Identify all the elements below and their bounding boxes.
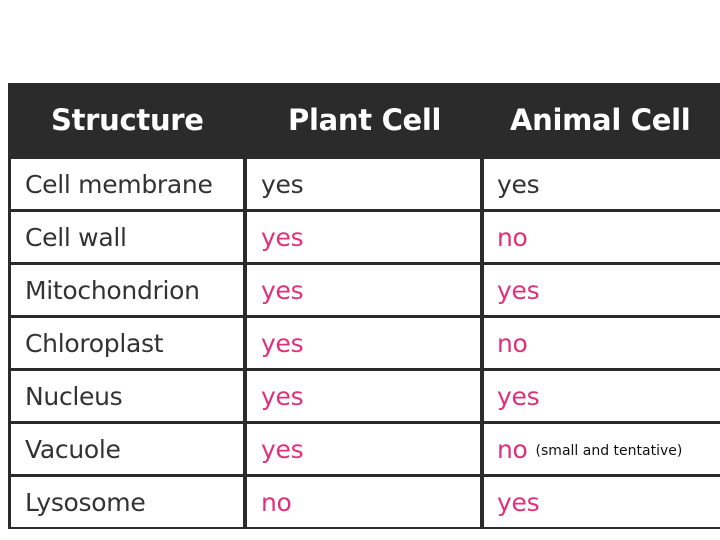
table-row: Cell wall yes no	[8, 212, 720, 262]
structure-cell: Nucleus	[11, 371, 243, 421]
header-plant-cell: Plant Cell	[288, 102, 442, 137]
structure-cell: Chloroplast	[11, 318, 243, 368]
plant-cell-value: yes	[247, 424, 480, 474]
animal-cell-value: no	[484, 212, 720, 262]
animal-cell-value: yes	[484, 265, 720, 315]
table-row: Lysosome no yes	[8, 477, 720, 527]
header-structure: Structure	[51, 102, 204, 137]
plant-cell-value: no	[247, 477, 480, 527]
header-row: Structure Plant Cell Animal Cell	[8, 83, 720, 156]
table-row: Nucleus yes yes	[8, 371, 720, 421]
animal-cell-value: no	[484, 318, 720, 368]
table-row: Vacuole yes no (small and tentative)	[8, 424, 720, 474]
animal-cell-value-text: no	[497, 434, 528, 464]
plant-cell-value: yes	[247, 318, 480, 368]
table-row: Mitochondrion yes yes	[8, 265, 720, 315]
table-row: Cell membrane yes yes	[8, 159, 720, 209]
structure-cell: Lysosome	[11, 477, 243, 527]
animal-cell-value: no (small and tentative)	[484, 424, 720, 474]
structure-cell: Mitochondrion	[11, 265, 243, 315]
animal-cell-value: yes	[484, 477, 720, 527]
structure-cell: Cell membrane	[11, 159, 243, 209]
comparison-table: Structure Plant Cell Animal Cell Cell me…	[8, 83, 720, 529]
structure-cell: Cell wall	[11, 212, 243, 262]
plant-cell-value: yes	[247, 159, 480, 209]
plant-cell-value: yes	[247, 371, 480, 421]
plant-cell-value: yes	[247, 265, 480, 315]
plant-cell-value: yes	[247, 212, 480, 262]
header-animal-cell: Animal Cell	[510, 102, 691, 137]
animal-cell-value: yes	[484, 159, 720, 209]
animal-cell-value: yes	[484, 371, 720, 421]
structure-cell: Vacuole	[11, 424, 243, 474]
vacuole-note: (small and tentative)	[535, 443, 683, 459]
table-row: Chloroplast yes no	[8, 318, 720, 368]
